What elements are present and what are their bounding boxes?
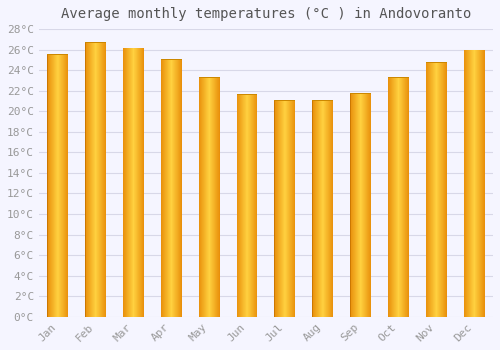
Title: Average monthly temperatures (°C ) in Andovoranto: Average monthly temperatures (°C ) in An… (60, 7, 471, 21)
Bar (85, 42, 106, 43)
Bar (274, 100, 295, 101)
Bar (312, 100, 333, 101)
Bar (161, 59, 182, 60)
Bar (198, 77, 220, 78)
Bar (48, 54, 68, 55)
Bar (426, 62, 446, 63)
Bar (388, 77, 409, 78)
Bar (236, 94, 258, 95)
